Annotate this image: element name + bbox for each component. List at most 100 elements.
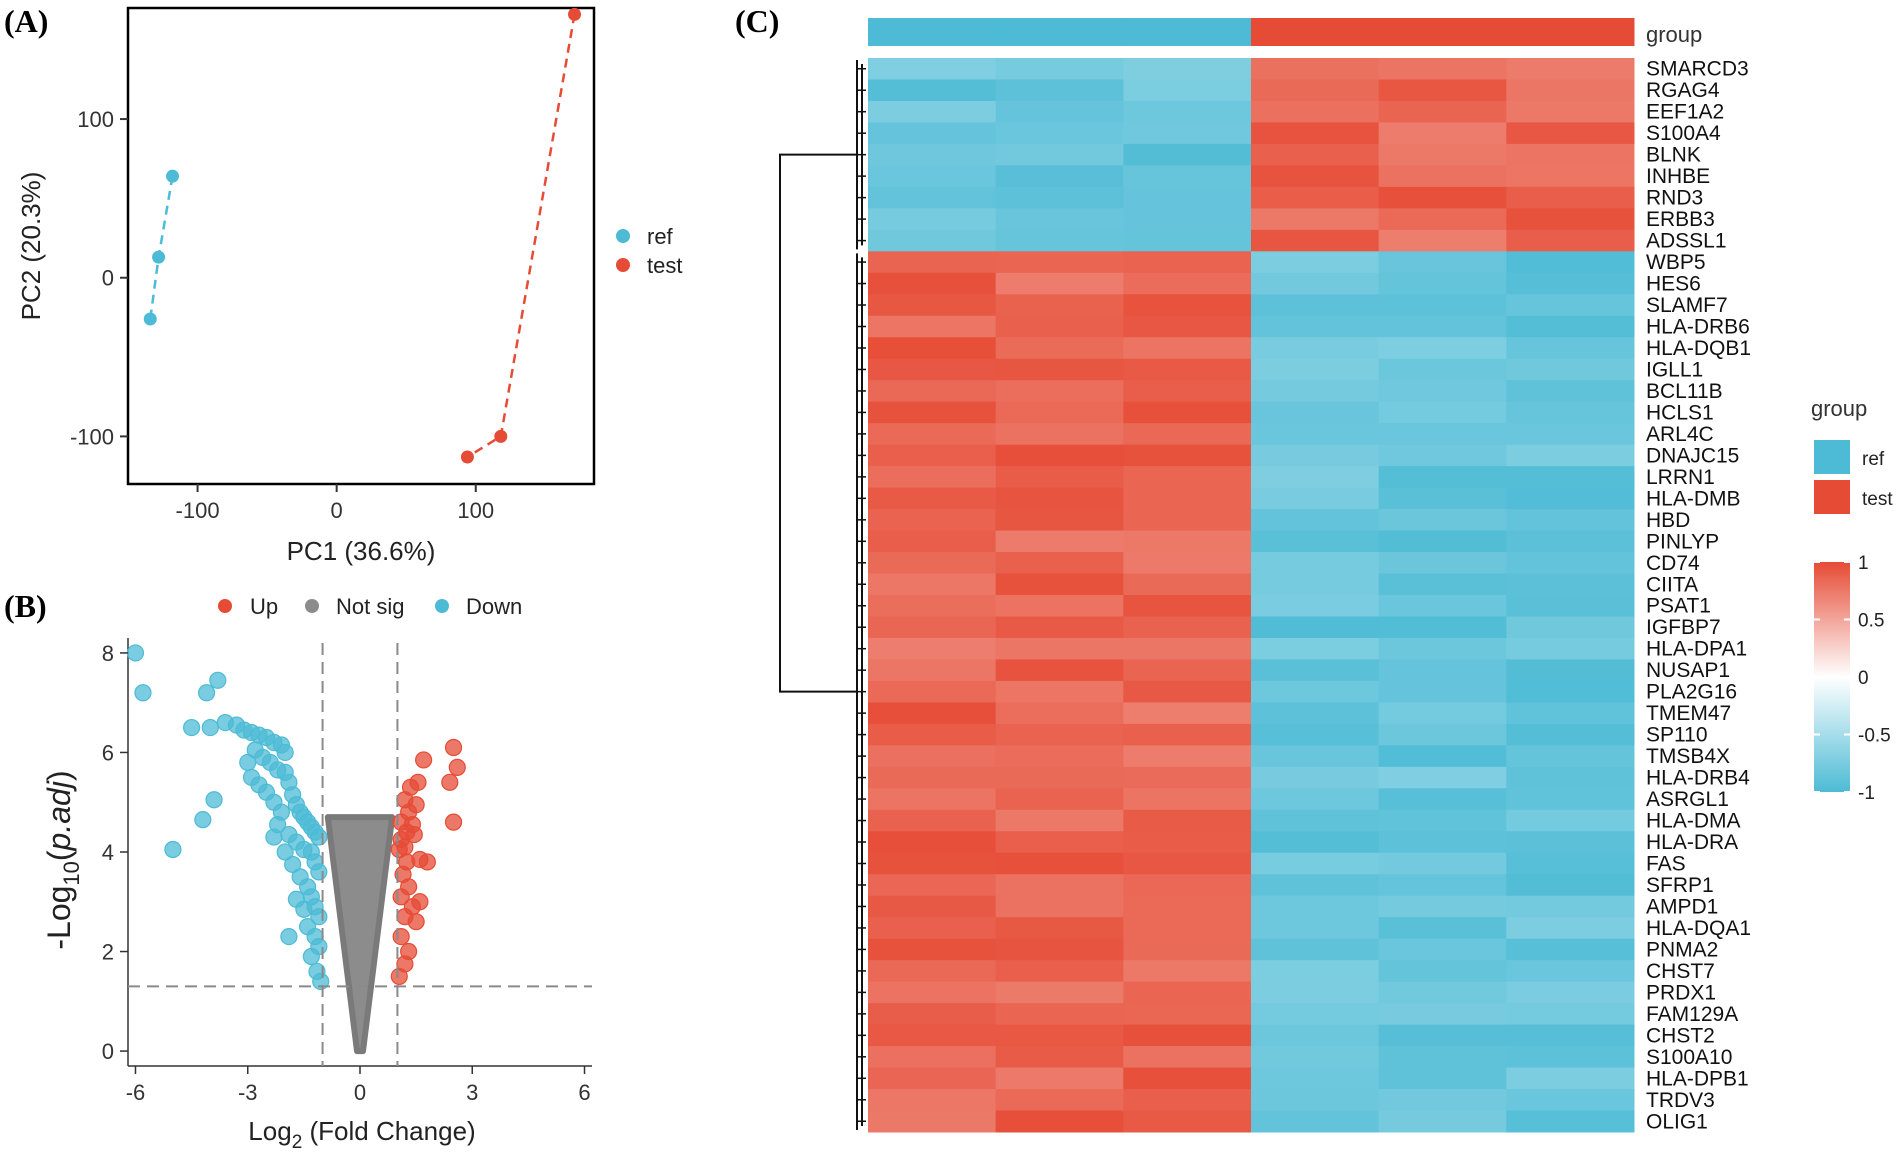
heatmap-cell [995, 1003, 1124, 1026]
volcano-down-point [276, 743, 294, 762]
heatmap-gene-label: HES6 [1646, 273, 1701, 296]
heatmap-gene-label: CHST7 [1646, 960, 1715, 983]
heatmap-cell [995, 981, 1124, 1004]
heatmap-cell [1251, 1024, 1380, 1047]
heatmap-cell [868, 1089, 997, 1112]
heatmap-cell [868, 315, 997, 338]
heatmap-cell [1251, 616, 1380, 639]
heatmap-cell [995, 466, 1124, 489]
heatmap-cell [1378, 186, 1507, 209]
heatmap-cell [1378, 938, 1507, 961]
heatmap-cell [1123, 401, 1252, 424]
volcano-legend-notsig: Not sig [336, 594, 404, 619]
volcano-legend-down-key [435, 599, 449, 613]
heatmap-annotation-test [1251, 18, 1380, 46]
heatmap-cell [995, 143, 1124, 166]
heatmap-cell [1378, 143, 1507, 166]
heatmap-cell [1506, 917, 1635, 940]
heatmap-cell [1378, 659, 1507, 682]
pca-legend-test-key [616, 258, 630, 272]
heatmap-cell [1123, 981, 1252, 1004]
volcano-ytick-label: 0 [102, 1039, 114, 1064]
heatmap-cell [868, 981, 997, 1004]
heatmap-cell [995, 294, 1124, 317]
heatmap-cell [995, 938, 1124, 961]
volcano-ytick-label: 6 [102, 740, 114, 765]
heatmap-gene-label: HLA-DRA [1646, 831, 1738, 854]
volcano-up-point [444, 813, 463, 831]
heatmap-cell [1123, 466, 1252, 489]
heatmap-cell [1123, 874, 1252, 897]
heatmap-gene-label: PNMA2 [1646, 938, 1718, 961]
volcano-up-point [390, 967, 408, 986]
heatmap-cell [1506, 831, 1635, 854]
volcano-down-point [205, 791, 223, 809]
heatmap-cell [868, 401, 997, 424]
heatmap-cell [1251, 573, 1380, 596]
heatmap-cell [1251, 680, 1380, 703]
heatmap-gene-label: CIITA [1646, 573, 1698, 596]
heatmap-cell [1251, 874, 1380, 897]
heatmap-cell [1378, 294, 1507, 317]
heatmap-cell [1123, 100, 1252, 123]
heatmap-cell [995, 852, 1124, 875]
heatmap-dendrogram [779, 60, 866, 1130]
heatmap-cell [1251, 337, 1380, 360]
volcano-down-point [197, 684, 216, 702]
heatmap-cell [1378, 509, 1507, 532]
heatmap-gene-label: SMARCD3 [1646, 58, 1749, 81]
heatmap-cell [995, 315, 1124, 338]
heatmap-cell [995, 595, 1124, 617]
heatmap-cell [1378, 981, 1507, 1004]
heatmap-cell [1251, 530, 1380, 553]
heatmap-cell [1378, 251, 1507, 274]
heatmap-cell [995, 509, 1124, 532]
heatmap-gene-label: EEF1A2 [1646, 101, 1724, 124]
heatmap-annotation-ref [995, 18, 1124, 46]
heatmap-cell [995, 530, 1124, 553]
heatmap-cell [868, 702, 997, 725]
heatmap-cell [1251, 595, 1380, 617]
heatmap-gene-label: IGLL1 [1646, 358, 1703, 381]
heatmap-cell [1506, 487, 1635, 510]
volcano-down-point [183, 718, 201, 737]
heatmap-cell [995, 917, 1124, 940]
volcano-down-point [209, 671, 227, 689]
heatmap-cell [1123, 272, 1252, 295]
heatmap-cell [868, 186, 997, 209]
heatmap-cell [1123, 122, 1252, 145]
volcano-ylabel: -Log10(p.adj) [41, 770, 84, 949]
heatmap-cell [1123, 186, 1252, 209]
pca-ytick-label: -100 [70, 424, 114, 449]
heatmap-cell [1378, 229, 1507, 252]
heatmap-gene-label: WBP5 [1646, 251, 1706, 274]
heatmap-cell [868, 1046, 997, 1069]
heatmap-cell [868, 745, 997, 768]
heatmap-cell [1506, 1067, 1635, 1090]
heatmap-gene-label: CD74 [1646, 552, 1700, 575]
heatmap-cell [995, 208, 1124, 231]
heatmap-cell [1506, 79, 1635, 102]
heatmap-cell [868, 444, 997, 467]
heatmap-cell [1506, 186, 1635, 209]
heatmap-cell [1123, 1024, 1252, 1047]
heatmap-cell [1251, 100, 1380, 123]
volcano-legend-up: Up [250, 594, 278, 619]
heatmap-cell [868, 573, 997, 596]
heatmap-cell [1378, 917, 1507, 940]
heatmap-cell [1506, 165, 1635, 188]
heatmap-cell [868, 100, 997, 123]
heatmap-cell [868, 79, 997, 102]
heatmap-cell [1506, 616, 1635, 639]
heatmap-cell [868, 423, 997, 446]
volcano-up-point [411, 893, 429, 911]
heatmap-cell [1123, 852, 1252, 875]
heatmap-cell [1378, 530, 1507, 553]
heatmap-annotation-test [1378, 18, 1507, 46]
heatmap-cell [1123, 229, 1252, 252]
volcano-down-point [126, 644, 145, 662]
heatmap-cell [1123, 895, 1252, 918]
volcano-down-point [284, 855, 302, 874]
heatmap-cell [995, 229, 1124, 252]
